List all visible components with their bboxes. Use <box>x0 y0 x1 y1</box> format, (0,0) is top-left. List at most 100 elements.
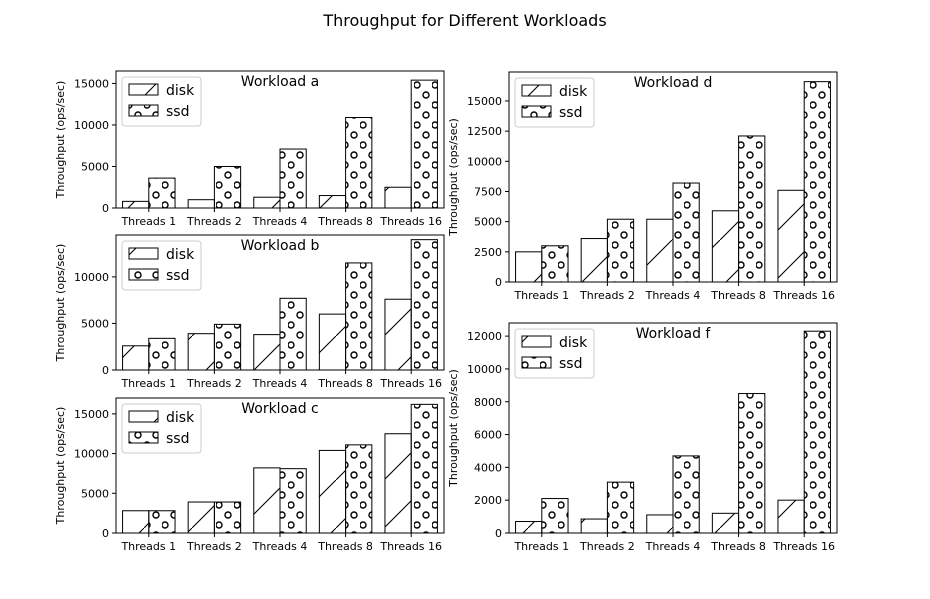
bar-disk-4 <box>318 449 347 534</box>
x-tick-label: Threads 8 <box>317 215 373 228</box>
x-tick-label: Threads 1 <box>120 377 176 390</box>
x-tick-label: Threads 16 <box>772 540 835 553</box>
bar-disk-2 <box>580 518 608 534</box>
bar-ssd-5 <box>803 330 831 534</box>
bar-ssd-4 <box>738 135 766 283</box>
y-tick-label: 7500 <box>474 185 502 198</box>
legend-swatch-ssd <box>128 431 159 444</box>
y-tick-label: 8000 <box>474 396 502 409</box>
bar-disk-5 <box>384 433 412 534</box>
bar-ssd-3 <box>279 468 307 534</box>
y-tick-label: 2500 <box>474 246 502 259</box>
y-tick-label: 4000 <box>474 461 502 474</box>
y-tick-label: 0 <box>495 527 502 540</box>
y-axis-label: Throughput (ops/sec) <box>54 81 67 200</box>
bar-ssd-1 <box>541 245 569 283</box>
bar-disk-3 <box>253 467 281 534</box>
bar-ssd-5 <box>803 81 831 283</box>
y-tick-label: 2000 <box>474 494 502 507</box>
bar-ssd-1 <box>148 510 176 534</box>
panel-5: Threads 1 Threads 2 Threads 4 Threads 8 Thre… <box>447 322 838 553</box>
panel-2: Threads 1 Threads 2 Threads 4 Threads 8 Thre… <box>54 234 445 390</box>
x-tick-label: Threads 4 <box>252 540 308 553</box>
y-axis-label: Throughput (ops/sec) <box>54 244 67 363</box>
legend-swatch-ssd <box>128 104 159 117</box>
bar-ssd-5 <box>410 239 438 371</box>
x-tick-label: Threads 1 <box>513 540 569 553</box>
y-tick-label: 10000 <box>74 271 109 284</box>
bar-ssd-4 <box>345 116 373 209</box>
y-tick-label: 0 <box>102 527 109 540</box>
x-tick-label: Threads 1 <box>120 215 176 228</box>
y-tick-label: 5000 <box>81 317 109 330</box>
bar-disk-5 <box>777 499 805 534</box>
bar-ssd-2 <box>213 501 242 534</box>
legend-label-disk: disk <box>166 83 195 99</box>
bar-disk-2 <box>580 238 608 283</box>
y-tick-label: 0 <box>102 202 109 215</box>
y-tick-label: 10000 <box>467 363 502 376</box>
bar-disk-1 <box>122 510 150 534</box>
legend-label-disk: disk <box>559 335 588 351</box>
x-tick-label: Threads 2 <box>579 289 635 302</box>
y-tick-label: 6000 <box>474 429 502 442</box>
legend-label-ssd: ssd <box>559 356 582 372</box>
bar-disk-4 <box>318 313 347 371</box>
x-tick-label: Threads 8 <box>710 289 766 302</box>
bar-ssd-5 <box>410 79 438 209</box>
y-tick-label: 10000 <box>467 155 502 168</box>
bar-ssd-2 <box>606 481 635 534</box>
x-tick-label: Threads 4 <box>645 540 701 553</box>
chart-panels: Threads 1 Threads 2 Threads 4 Threads 8 Thre… <box>54 70 838 553</box>
y-tick-label: 15000 <box>74 408 109 421</box>
x-tick-label: Threads 16 <box>379 215 442 228</box>
legend-swatch-disk <box>128 247 159 260</box>
bar-ssd-5 <box>410 403 438 534</box>
bar-disk-3 <box>253 196 281 209</box>
panel-title: Workload b <box>241 238 320 254</box>
bar-ssd-2 <box>213 323 242 371</box>
panel-3: Threads 1 Threads 2 Threads 4 Threads 8 Thre… <box>54 397 445 553</box>
bar-disk-1 <box>515 251 543 283</box>
bar-ssd-4 <box>345 262 373 371</box>
bar-disk-5 <box>384 186 412 209</box>
bar-ssd-2 <box>213 165 242 209</box>
figure-title: Throughput for Different Workloads <box>322 11 606 30</box>
x-tick-label: Threads 1 <box>120 540 176 553</box>
x-tick-label: Threads 16 <box>772 289 835 302</box>
bar-disk-3 <box>646 218 674 283</box>
bar-ssd-3 <box>279 297 307 371</box>
y-tick-label: 0 <box>495 276 502 289</box>
x-tick-label: Threads 4 <box>252 215 308 228</box>
panel-4: Threads 1 Threads 2 Threads 4 Threads 8 Thre… <box>447 71 838 302</box>
legend-swatch-disk <box>521 84 552 97</box>
legend-swatch-ssd <box>128 268 159 281</box>
panel-title: Workload a <box>241 74 319 90</box>
y-axis-label: Throughput (ops/sec) <box>447 118 460 237</box>
bar-disk-1 <box>515 521 543 534</box>
bar-disk-1 <box>122 345 150 371</box>
bar-disk-5 <box>777 189 805 283</box>
bar-ssd-4 <box>738 393 766 534</box>
bar-disk-3 <box>646 514 674 534</box>
bar-disk-2 <box>187 333 215 371</box>
y-tick-label: 0 <box>102 364 109 377</box>
bar-disk-2 <box>187 199 215 209</box>
bar-disk-4 <box>711 210 740 283</box>
legend-swatch-disk <box>521 335 552 348</box>
y-tick-label: 10000 <box>74 119 109 132</box>
x-tick-label: Threads 2 <box>186 377 242 390</box>
y-axis-label: Throughput (ops/sec) <box>54 407 67 526</box>
bar-ssd-2 <box>606 218 635 283</box>
x-tick-label: Threads 8 <box>710 540 766 553</box>
legend-swatch-disk <box>128 410 159 423</box>
bar-ssd-3 <box>672 182 700 283</box>
y-tick-label: 10000 <box>74 448 109 461</box>
x-tick-label: Threads 2 <box>186 540 242 553</box>
bar-ssd-1 <box>148 177 176 209</box>
x-tick-label: Threads 16 <box>379 377 442 390</box>
panel-title: Workload c <box>241 401 319 417</box>
x-tick-label: Threads 1 <box>513 289 569 302</box>
legend-label-disk: disk <box>166 247 195 263</box>
